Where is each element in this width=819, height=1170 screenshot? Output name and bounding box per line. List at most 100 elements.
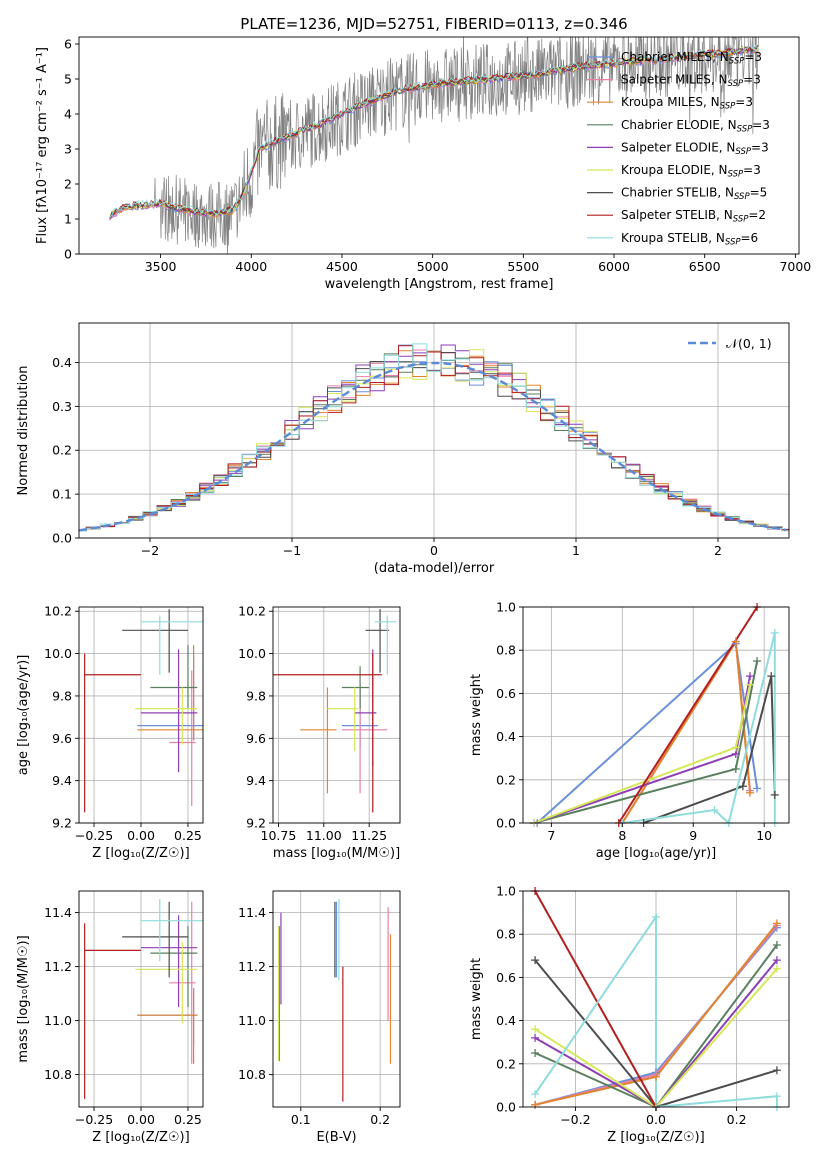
x-tick-label: 0.2 [727, 1112, 747, 1127]
errorbar-point [150, 926, 198, 1008]
panel-age-vs-mass: 10.75 11.00 11.25 9.2 9.4 9.6 9.8 10.0 10.2 mass … [238, 604, 401, 861]
y-tick-label: 9.4 [246, 773, 266, 788]
plus-marker [772, 941, 781, 949]
x-tick-label: 0.00 [127, 1112, 155, 1127]
legend-label: Chabrier STELIB, NSSP=5 [621, 186, 767, 203]
errorbar-point [141, 615, 203, 675]
axes-frame [78, 36, 800, 255]
y-tick-label: 0.0 [52, 531, 72, 546]
x-tick-label: 2 [714, 543, 722, 558]
plus-marker [731, 637, 740, 646]
x-axis-label: Z [log₁₀(Z/Z☉)] [607, 1130, 704, 1145]
x-axis-label: age [log₁₀(age/yr)] [596, 846, 717, 861]
plus-marker [531, 1100, 540, 1109]
panel-residual-distribution: 𝒩(0, 1) −2 −1 0 1 2 0.0 0.1 0.2 0.3 0.4 (data-model… [16, 322, 790, 576]
legend-label: Kroupa ELODIE, NSSP=3 [621, 163, 761, 180]
y-tick-label: 5 [64, 72, 72, 87]
y-tick-label: 10.2 [238, 604, 266, 619]
panel-age-vs-metallicity: −0.25 0.00 0.25 9.2 9.4 9.6 9.8 10.0 10.2 Z [log₁… [16, 604, 204, 861]
y-tick-label: 9.8 [52, 688, 72, 703]
legend-label: Chabrier MILES, NSSP=3 [621, 50, 762, 67]
errorbar-point [84, 653, 141, 813]
legend-label: Salpeter MILES, NSSP=3 [621, 73, 761, 90]
plus-marker [770, 790, 779, 799]
errorbar-point [135, 942, 198, 1024]
y-axis-label: Normed distribution [16, 366, 31, 496]
y-tick-label: 0.3 [52, 399, 72, 414]
y-tick-label: 1.0 [496, 600, 516, 615]
mass-weight-line [622, 632, 776, 823]
x-tick-label: −0.2 [560, 1112, 590, 1127]
x-tick-label: 0 [430, 543, 438, 558]
plus-marker [772, 964, 781, 973]
x-axis-label: Z [log₁₀(Z/Z☉)] [92, 846, 189, 861]
errorbar-point [122, 901, 188, 978]
x-tick-label: 7 [547, 828, 555, 843]
plot-area [277, 899, 392, 1102]
plus-marker [772, 919, 781, 928]
x-tick-label: 0.2 [370, 1112, 390, 1127]
mass-weight-line [534, 959, 778, 1107]
x-tick-label: 5500 [507, 259, 539, 274]
errorbar-point [150, 645, 198, 709]
plus-marker [772, 956, 781, 965]
y-axis-label: Flux [fλ10⁻¹⁷ erg cm⁻² s⁻¹ A⁻¹] [35, 47, 50, 244]
y-tick-label: 11.4 [238, 905, 266, 920]
axes-frame [522, 606, 790, 824]
y-tick-label: 2 [64, 177, 72, 192]
panel-mass-weight-vs-metallicity: −0.2 0.0 0.2 0.0 0.2 0.4 0.6 0.8 1.0 Z [log₁₀(Z/Z… [469, 884, 790, 1145]
legend-label: Salpeter STELIB, NSSP=2 [621, 208, 766, 225]
x-tick-label: 0.1 [291, 1112, 311, 1127]
y-tick-label: 11.0 [238, 1013, 266, 1028]
y-tick-label: 1.0 [496, 884, 516, 899]
x-tick-label: 1 [572, 543, 580, 558]
plus-marker [772, 1092, 781, 1101]
x-tick-label: −1 [283, 543, 301, 558]
panel-mass-vs-metallicity: −0.25 0.00 0.25 10.8 11.0 11.2 11.4 Z [log₁₀(Z/… [16, 890, 204, 1145]
y-tick-label: 4 [64, 107, 72, 122]
x-axis-label: E(B-V) [316, 1130, 356, 1145]
plus-marker [753, 657, 762, 665]
errorbar-point [84, 923, 141, 1099]
mass-weight-line [617, 607, 758, 823]
errorbar-point [374, 615, 397, 675]
y-tick-label: 11.4 [44, 905, 72, 920]
legend-label: Chabrier ELODIE, NSSP=3 [621, 118, 770, 135]
plus-marker [652, 1072, 660, 1081]
y-tick-label: 9.4 [52, 773, 72, 788]
normal-reference-curve [79, 361, 787, 532]
errorbar-point [137, 645, 203, 741]
mass-weight-line [534, 959, 778, 1107]
errorbar-point [141, 899, 203, 962]
spectrum-legend: Chabrier MILES, NSSP=3 Salpeter MILES, NS… [587, 50, 770, 247]
y-tick-label: 0.2 [52, 443, 72, 458]
errorbar-point [135, 687, 198, 745]
x-tick-label: 7000 [779, 259, 811, 274]
y-axis-label: mass [log₁₀(M/M☉)] [16, 935, 31, 1062]
plot-area [79, 343, 789, 532]
x-tick-label: 3500 [145, 259, 177, 274]
y-tick-label: 9.8 [246, 688, 266, 703]
x-tick-label: 0.00 [127, 828, 155, 843]
y-tick-label: 0.6 [496, 970, 516, 985]
x-axis-label: wavelength [Angstrom, rest frame] [325, 277, 554, 292]
x-tick-label: 6000 [598, 259, 630, 274]
panel-mass-vs-extinction: 0.1 0.2 10.8 11.0 11.2 11.4 E(B-V) [238, 890, 401, 1145]
y-tick-label: 0.4 [496, 729, 516, 744]
x-tick-label: 0.25 [174, 828, 202, 843]
plus-marker [745, 788, 754, 797]
y-axis-label: mass weight [469, 958, 484, 1040]
plus-marker [772, 1066, 781, 1075]
y-tick-label: 0.8 [496, 643, 516, 658]
x-tick-label: 0.25 [174, 1112, 202, 1127]
plus-marker [745, 680, 754, 689]
plus-marker [531, 1025, 540, 1034]
x-tick-label: 4000 [235, 259, 267, 274]
x-tick-label: −2 [141, 543, 159, 558]
plot-area [109, 37, 759, 254]
legend-label: 𝒩(0, 1) [726, 336, 772, 351]
x-tick-label: 0.0 [646, 1112, 666, 1127]
plus-marker [770, 628, 779, 637]
errorbar-point [365, 609, 390, 673]
legend-label: Salpeter ELODIE, NSSP=3 [621, 140, 769, 157]
